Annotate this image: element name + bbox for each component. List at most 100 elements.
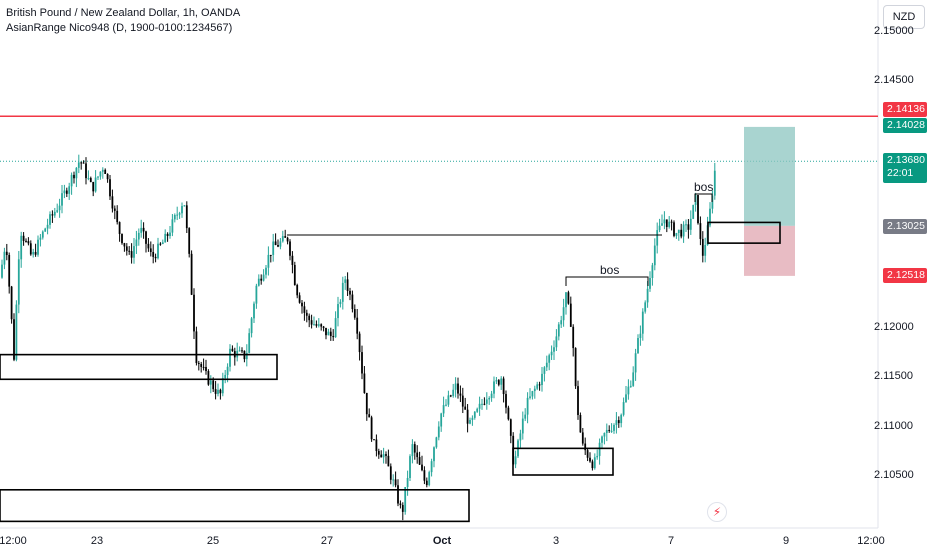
candle-down	[370, 417, 373, 440]
candle-down	[385, 454, 387, 456]
zone-box-3	[512, 447, 614, 476]
candle-up	[603, 432, 606, 437]
candle-down	[365, 392, 368, 415]
candle-down	[159, 243, 162, 245]
candle-up	[37, 239, 39, 255]
candle-up	[610, 430, 613, 432]
candle-up	[49, 214, 51, 225]
symbol-title[interactable]: British Pound / New Zealand Dollar, 1h, …	[6, 7, 241, 19]
time-tick: 12:00	[857, 535, 885, 547]
candle-up	[58, 205, 61, 211]
candle-up	[250, 318, 253, 334]
candle-up	[281, 236, 284, 242]
candle-down	[464, 406, 467, 410]
candle-down	[8, 255, 11, 287]
candle-up	[541, 373, 543, 386]
candle-down	[584, 443, 587, 451]
candle-up	[171, 219, 174, 233]
candle-up	[493, 381, 495, 394]
candle-up	[140, 227, 143, 233]
candle-up	[75, 167, 78, 179]
candle-down	[25, 240, 27, 242]
candle-up	[533, 388, 536, 392]
candle-down	[284, 236, 287, 238]
candle-up	[53, 211, 56, 216]
candle-up	[229, 348, 231, 367]
candle-down	[697, 195, 699, 224]
indicator-title[interactable]: AsianRange Nico948 (D, 1900-0100:1234567…	[6, 22, 233, 34]
lightning-icon[interactable]: ⚡	[707, 502, 727, 522]
candle-up	[692, 204, 695, 219]
candle-up	[44, 228, 47, 232]
candle-up	[677, 229, 680, 233]
candle-up	[560, 320, 563, 325]
candle-down	[65, 190, 68, 194]
candle-up	[454, 383, 457, 390]
candle-down	[425, 480, 428, 486]
candle-down	[185, 205, 188, 229]
candle-up	[176, 214, 179, 216]
candle-up	[70, 174, 73, 187]
candle-up	[629, 385, 632, 387]
candle-up	[536, 384, 539, 389]
candle-up	[327, 331, 330, 336]
candle-down	[277, 245, 279, 247]
candle-down	[459, 393, 462, 396]
candle-up	[557, 324, 560, 337]
currency-button[interactable]: NZD	[883, 5, 925, 29]
candle-up	[161, 242, 164, 244]
candle-down	[111, 196, 114, 209]
candle-up	[63, 190, 66, 194]
time-tick: Oct	[432, 535, 452, 547]
candle-up	[157, 243, 159, 259]
candle-down	[34, 251, 37, 255]
candle-up	[637, 338, 639, 354]
candle-up	[437, 426, 440, 438]
candle-down	[665, 219, 668, 227]
candle-up	[87, 178, 90, 180]
candle-down	[375, 439, 378, 452]
candle-up	[255, 285, 258, 304]
candle-down	[195, 331, 198, 363]
candle-up	[135, 239, 138, 247]
candle-up	[543, 367, 546, 374]
time-tick: 9	[782, 535, 790, 547]
candle-down	[193, 294, 195, 332]
candle-up	[682, 224, 685, 237]
bos-label: bos	[694, 180, 713, 194]
candle-down	[699, 223, 702, 239]
candle-up	[622, 402, 625, 415]
candle-up	[428, 472, 431, 486]
candle-down	[92, 181, 95, 192]
candle-up	[183, 205, 186, 207]
candle-up	[411, 444, 414, 457]
candle-up	[553, 347, 555, 352]
candle-up	[409, 456, 411, 478]
candle-up	[445, 404, 447, 406]
candle-down	[104, 169, 107, 174]
candle-down	[118, 222, 121, 234]
candle-up	[224, 374, 227, 379]
candle-up	[430, 461, 433, 473]
candle-down	[269, 254, 272, 256]
red-line-price-tag: 2.14136	[883, 102, 927, 117]
time-tick: 7	[667, 535, 675, 547]
candle-up	[471, 417, 474, 420]
candle-up	[685, 224, 687, 226]
candle-up	[521, 418, 524, 434]
candle-down	[399, 503, 402, 506]
candle-up	[634, 353, 637, 373]
candle-up	[663, 219, 666, 224]
candle-down	[577, 386, 579, 415]
candle-up	[32, 251, 35, 255]
candle-down	[27, 241, 30, 244]
time-tick: 12:00	[0, 535, 27, 547]
candle-up	[221, 378, 224, 394]
candle-down	[673, 222, 675, 236]
take-profit-price-tag: 2.14028	[883, 118, 927, 133]
candle-up	[646, 288, 649, 303]
time-tick: 3	[552, 535, 560, 547]
candle-down	[329, 331, 332, 337]
candle-up	[473, 411, 476, 418]
